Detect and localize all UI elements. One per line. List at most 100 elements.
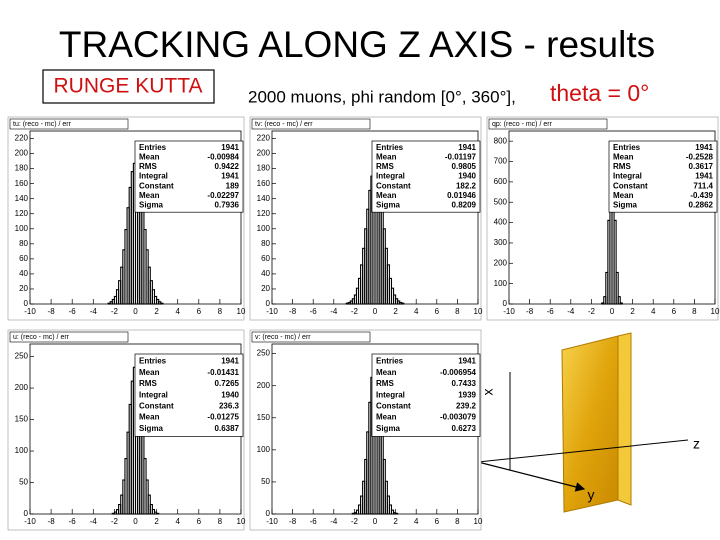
x-tick-label: -10 <box>266 307 278 316</box>
x-tick-label: -4 <box>330 517 338 526</box>
histogram-bin <box>160 302 164 305</box>
y-axis-arrow <box>477 461 586 492</box>
x-tick-label: 0 <box>373 517 378 526</box>
title-box <box>9 331 129 343</box>
detector-edge <box>617 332 632 506</box>
stats-value: 1940 <box>458 172 476 181</box>
stats-box <box>134 140 244 213</box>
y-tick-label: 120 <box>257 209 271 218</box>
y-tick-label: 220 <box>257 134 271 143</box>
x-tick-label: -4 <box>90 517 98 526</box>
z-axis-line <box>477 439 689 463</box>
y-tick-label: 20 <box>261 284 270 293</box>
stats-label: Sigma <box>139 201 164 210</box>
stats-value: 0.9422 <box>215 162 240 171</box>
panel-title: v: (reco - mc) / err <box>255 334 311 341</box>
stats-label: Entries <box>613 143 641 152</box>
stats-value: -0.00984 <box>207 153 239 162</box>
stats-box <box>371 353 481 437</box>
stats-label: Constant <box>613 181 648 190</box>
x-tick-label: -6 <box>310 517 318 526</box>
stats-value: 0.8209 <box>452 201 477 210</box>
y-tick-label: 40 <box>19 269 28 278</box>
x-tick-label: 10 <box>474 307 483 316</box>
y-tick-label: 120 <box>15 209 29 218</box>
y-tick-label: 40 <box>261 269 270 278</box>
y-tick-label: 180 <box>257 164 271 173</box>
x-tick-label: 4 <box>175 307 180 316</box>
stats-value: 0.7936 <box>215 201 240 210</box>
y-tick-label: 160 <box>15 179 29 188</box>
stats-value: -0.02297 <box>207 191 239 200</box>
x-tick-label: 2 <box>393 517 398 526</box>
stats-value: 1939 <box>458 390 476 399</box>
y-tick-label: 300 <box>494 238 508 247</box>
x-tick-label: 0 <box>133 517 138 526</box>
y-tick-label: 100 <box>257 224 271 233</box>
stats-value: 0.3617 <box>689 162 714 171</box>
x-axis-label: x <box>480 389 496 396</box>
stats-label: Constant <box>139 402 174 411</box>
y-tick-label: 80 <box>19 239 28 248</box>
stats-label: Sigma <box>376 424 401 433</box>
stats-box <box>608 140 718 213</box>
stats-value: 189 <box>226 181 240 190</box>
y-tick-label: 500 <box>494 197 508 206</box>
histogram-bin <box>619 302 623 305</box>
stats-label: Integral <box>139 390 168 399</box>
stats-label: Entries <box>376 143 404 152</box>
stats-value: 0.6273 <box>452 424 477 433</box>
x-tick-label: -6 <box>69 307 77 316</box>
y-tick-label: 0 <box>24 509 29 518</box>
y-tick-label: 80 <box>261 239 270 248</box>
stats-value: 1941 <box>221 357 239 366</box>
x-tick-label: -10 <box>24 307 36 316</box>
y-tick-label: 0 <box>266 299 271 308</box>
y-tick-label: 200 <box>15 149 29 158</box>
stats-label: Sigma <box>139 424 164 433</box>
histogram-bin <box>615 271 619 305</box>
histogram-panel: 0 50 100 150 200 250 -10 -8 -6 -4 -2 0 2 4 6 8 10 u: (rec… <box>7 329 246 531</box>
stats-value: 1940 <box>221 390 239 399</box>
stats-label: RMS <box>376 162 394 171</box>
x-tick-label: -4 <box>567 307 575 316</box>
x-tick-label: 6 <box>435 307 440 316</box>
stats-value: 0.2862 <box>689 201 714 210</box>
stats-box <box>371 140 481 213</box>
stats-label: Mean <box>376 413 397 422</box>
stats-value: 182.2 <box>456 181 477 190</box>
x-tick-label: -10 <box>503 307 515 316</box>
x-tick-label: 6 <box>197 517 202 526</box>
y-tick-label: 600 <box>494 177 508 186</box>
stats-label: RMS <box>613 162 631 171</box>
histogram-bin <box>613 219 617 305</box>
stats-value: -0.01197 <box>445 153 477 162</box>
stats-value: 1941 <box>221 143 239 152</box>
x-tick-label: -10 <box>24 517 36 526</box>
stats-value: 236.3 <box>219 402 240 411</box>
y-tick-label: 800 <box>494 136 508 145</box>
stats-label: Mean <box>376 191 397 200</box>
y-tick-label: 250 <box>15 352 29 361</box>
x-tick-label: 10 <box>474 517 483 526</box>
y-tick-label: 100 <box>15 446 29 455</box>
x-tick-label: 8 <box>218 517 223 526</box>
stats-label: Entries <box>139 357 167 366</box>
y-tick-label: 100 <box>494 279 508 288</box>
y-tick-label: 100 <box>257 445 271 454</box>
x-tick-label: 8 <box>692 307 697 316</box>
stats-label: Constant <box>376 181 411 190</box>
x-tick-label: 2 <box>393 307 398 316</box>
x-tick-label: -6 <box>69 517 77 526</box>
stats-label: Mean <box>139 413 160 422</box>
x-tick-label: 8 <box>455 307 460 316</box>
x-tick-label: -2 <box>351 307 359 316</box>
stats-label: Integral <box>376 172 405 181</box>
y-tick-label: 150 <box>15 415 29 424</box>
histogram-bin <box>390 509 395 515</box>
x-tick-label: 6 <box>672 307 677 316</box>
x-tick-label: 6 <box>435 517 440 526</box>
title-box <box>9 118 129 130</box>
stats-label: Integral <box>613 172 642 181</box>
